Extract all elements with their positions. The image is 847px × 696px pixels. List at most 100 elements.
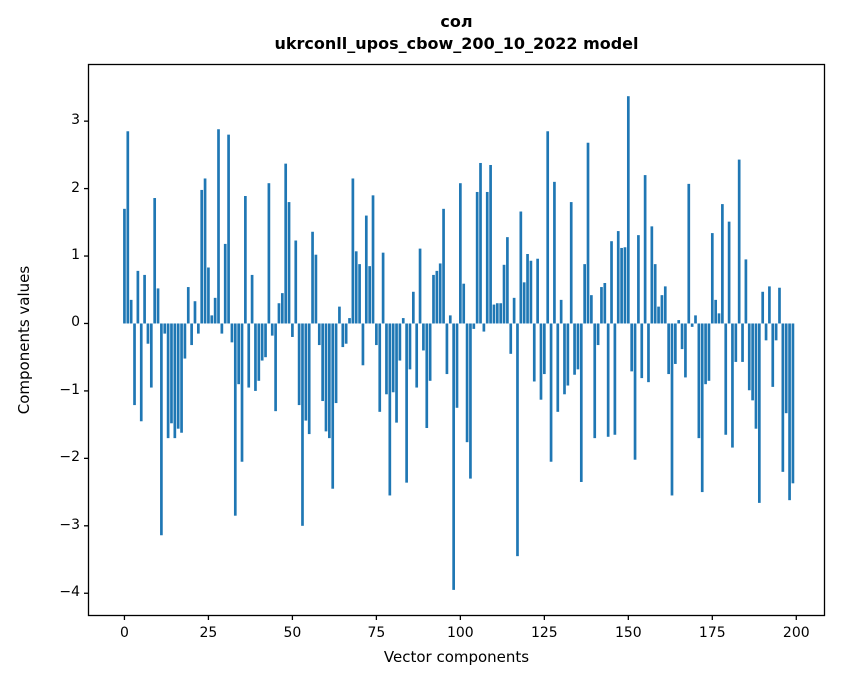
bar-141 — [596, 323, 600, 346]
bar-132 — [566, 323, 570, 386]
bar-111 — [495, 303, 499, 324]
plot-border — [87, 63, 826, 617]
bar-90 — [425, 323, 429, 429]
chart-title: сол — [440, 12, 473, 31]
bar-121 — [529, 260, 533, 324]
bar-55 — [307, 323, 311, 435]
bar-165 — [677, 320, 681, 324]
bar-87 — [415, 323, 419, 388]
bar-135 — [576, 323, 580, 370]
bar-144 — [606, 323, 610, 437]
bar-162 — [667, 323, 670, 375]
bar-52 — [297, 323, 301, 406]
bar-188 — [754, 323, 758, 429]
bar-84 — [405, 323, 408, 483]
bar-185 — [744, 259, 748, 324]
bar-153 — [637, 235, 640, 324]
bar-41 — [260, 323, 264, 361]
bar-12 — [163, 323, 167, 334]
bar-53 — [301, 323, 304, 526]
bar-99 — [455, 323, 459, 408]
bar-170 — [694, 315, 697, 324]
bar-2 — [129, 299, 133, 324]
bar-179 — [724, 323, 728, 435]
bar-33 — [233, 323, 237, 516]
bar-140 — [593, 323, 597, 439]
bar-146 — [613, 323, 617, 435]
x-tick-label-150: 150 — [614, 625, 642, 641]
bar-113 — [502, 264, 506, 324]
bar-80 — [391, 323, 395, 393]
bar-21 — [193, 301, 197, 324]
bar-149 — [623, 247, 627, 324]
bar-106 — [479, 162, 482, 324]
bar-73 — [368, 266, 372, 324]
bar-42 — [264, 323, 267, 358]
bar-91 — [428, 323, 432, 381]
bar-173 — [704, 323, 707, 385]
bar-139 — [590, 295, 593, 324]
bar-3 — [133, 323, 136, 406]
bar-89 — [422, 323, 425, 351]
bar-175 — [710, 233, 714, 324]
bar-51 — [294, 240, 298, 324]
bar-7 — [146, 323, 150, 344]
bar-104 — [472, 323, 476, 329]
bar-168 — [687, 183, 691, 324]
bar-72 — [364, 215, 368, 324]
bar-95 — [442, 208, 445, 324]
bar-76 — [378, 323, 382, 412]
bar-133 — [569, 202, 573, 324]
bar-45 — [274, 323, 277, 412]
bar-59 — [321, 323, 324, 402]
bar-197 — [784, 323, 788, 414]
bar-166 — [680, 323, 684, 350]
bar-137 — [583, 264, 586, 324]
bar-66 — [344, 323, 348, 344]
bar-11 — [160, 323, 163, 536]
bar-36 — [244, 196, 247, 324]
bar-49 — [287, 202, 291, 324]
y-tick-label--2: −2 — [59, 449, 80, 466]
bar-98 — [452, 323, 455, 590]
bar-25 — [207, 267, 210, 324]
bar-5 — [139, 323, 143, 422]
bar-81 — [395, 323, 398, 423]
bar-184 — [741, 323, 744, 362]
bar-37 — [247, 323, 251, 388]
bar-164 — [674, 323, 677, 364]
bar-116 — [512, 297, 516, 324]
bar-79 — [388, 323, 392, 496]
bar-163 — [670, 323, 674, 496]
bar-101 — [462, 283, 466, 324]
y-tick-label--1: −1 — [59, 381, 80, 398]
bar-182 — [734, 323, 738, 362]
bar-32 — [230, 323, 234, 343]
bar-86 — [411, 291, 415, 324]
bar-128 — [553, 181, 556, 324]
x-tick-label-125: 125 — [530, 625, 558, 641]
bar-127 — [549, 323, 553, 462]
x-tick-label-100: 100 — [446, 625, 474, 641]
bar-88 — [418, 248, 422, 324]
bar-18 — [183, 323, 187, 359]
bar-123 — [536, 258, 539, 324]
bar-105 — [475, 191, 479, 324]
bar-77 — [381, 252, 385, 324]
bar-63 — [334, 323, 338, 404]
bar-158 — [653, 264, 657, 324]
bar-117 — [516, 323, 519, 557]
bar-100 — [459, 183, 462, 324]
bar-103 — [469, 323, 472, 479]
bar-102 — [465, 323, 469, 443]
bar-174 — [707, 323, 711, 381]
bar-31 — [227, 134, 230, 324]
bar-47 — [280, 293, 284, 324]
x-axis-label: Vector components — [383, 648, 530, 666]
bar-20 — [190, 323, 193, 346]
bar-167 — [684, 323, 687, 378]
bar-82 — [398, 323, 402, 361]
bar-124 — [539, 323, 543, 400]
bar-195 — [778, 287, 781, 324]
bar-34 — [237, 323, 240, 385]
